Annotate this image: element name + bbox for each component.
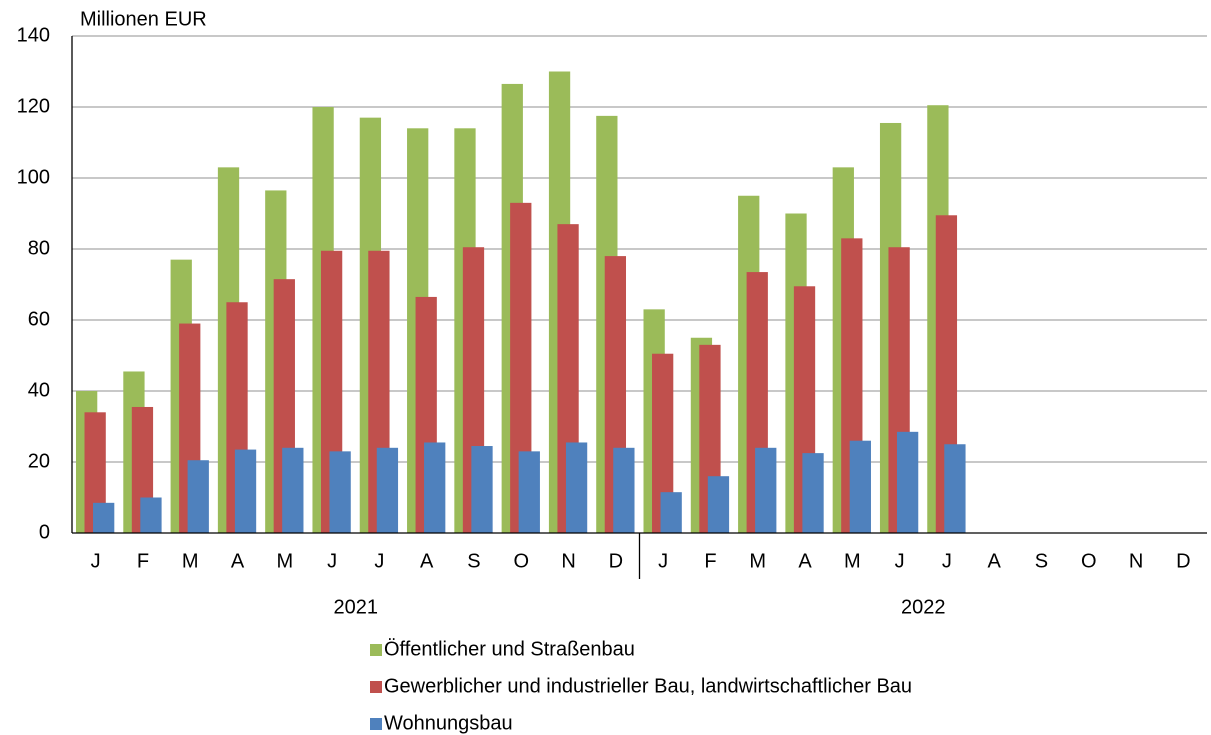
y-tick-label: 140 <box>17 24 50 46</box>
bar <box>944 444 966 533</box>
x-tick-label: M <box>749 550 766 572</box>
x-tick-label: M <box>844 550 861 572</box>
legend-swatch <box>370 718 382 730</box>
bar <box>707 476 730 533</box>
x-tick-label: A <box>988 550 1002 572</box>
x-tick-label: J <box>942 550 952 572</box>
y-axis-label: Millionen EUR <box>80 8 207 30</box>
x-tick-label: D <box>1176 550 1190 572</box>
bar <box>471 446 493 533</box>
bar <box>187 460 209 533</box>
x-tick-label: M <box>276 550 293 572</box>
bar <box>376 447 399 533</box>
bar <box>660 492 682 533</box>
x-tick-label: A <box>420 550 434 572</box>
x-tick-label: S <box>467 550 480 572</box>
legend-swatch <box>370 644 382 656</box>
x-tick-label: F <box>704 550 716 572</box>
bar <box>652 353 674 533</box>
bar <box>329 451 351 533</box>
y-tick-label: 20 <box>28 450 50 472</box>
bar <box>93 502 115 533</box>
bar <box>140 497 162 533</box>
x-tick-label: J <box>374 550 384 572</box>
bar <box>424 442 446 533</box>
x-tick-label: A <box>798 550 812 572</box>
x-tick-label: J <box>91 550 101 572</box>
x-tick-label: O <box>513 550 529 572</box>
x-tick-label: F <box>137 550 149 572</box>
bar <box>755 447 777 533</box>
bar <box>849 440 871 533</box>
bar <box>282 447 304 533</box>
y-tick-label: 60 <box>28 308 50 330</box>
legend-swatch <box>370 681 382 693</box>
bar <box>613 447 635 533</box>
bar <box>565 442 588 533</box>
x-tick-label: O <box>1081 550 1097 572</box>
x-tick-label: J <box>658 550 668 572</box>
legend-label: Öffentlicher und Straßenbau <box>384 638 635 660</box>
y-tick-label: 80 <box>28 237 50 259</box>
y-tick-label: 40 <box>28 379 50 401</box>
x-tick-label: J <box>327 550 337 572</box>
bar <box>510 202 532 533</box>
x-tick-label: N <box>561 550 575 572</box>
y-tick-label: 0 <box>39 521 50 543</box>
bar <box>518 451 540 533</box>
year-label: 2021 <box>334 596 379 618</box>
x-tick-label: D <box>609 550 623 572</box>
x-tick-label: S <box>1035 550 1048 572</box>
legend-label: Wohnungsbau <box>384 712 513 734</box>
y-tick-label: 120 <box>17 95 50 117</box>
year-label: 2022 <box>901 596 946 618</box>
bar <box>896 431 919 533</box>
y-tick-label: 100 <box>17 166 50 188</box>
bar <box>802 453 824 533</box>
x-tick-label: J <box>895 550 905 572</box>
x-tick-label: M <box>182 550 199 572</box>
x-tick-label: N <box>1129 550 1143 572</box>
bar <box>234 449 257 533</box>
legend-label: Gewerblicher und industrieller Bau, land… <box>384 675 912 697</box>
x-tick-label: A <box>231 550 245 572</box>
